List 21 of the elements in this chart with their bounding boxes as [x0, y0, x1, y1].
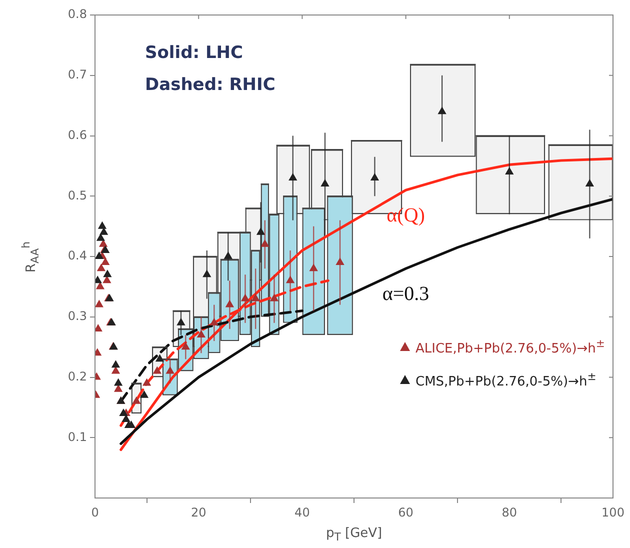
y-tick-label: 0.7: [68, 68, 87, 82]
y-tick-label: 0.8: [68, 7, 87, 22]
y-tick-label: 0.4: [68, 248, 87, 263]
x-tick-label: 80: [502, 505, 518, 520]
x-tick-label: 100: [602, 505, 624, 520]
annotation: Solid: LHC: [145, 43, 243, 63]
x-tick-label: 60: [398, 505, 414, 520]
y-tick-label: 0.5: [68, 188, 87, 202]
y-tick-label: 0.6: [68, 128, 87, 142]
y-tick-label: 0.1: [68, 430, 87, 444]
x-tick-label: 0: [91, 505, 99, 520]
x-axis-title: p$_{T}$ [GeV]: [326, 526, 382, 544]
legend-label: ALICE,Pb+Pb(2.76,0-5%)→h$^{±}$: [416, 337, 605, 356]
series-label: α(Q): [386, 204, 425, 226]
legend-label: CMS,Pb+Pb(2.76,0-5%)→h$^{±}$: [416, 370, 596, 390]
y-tick-label: 0.2: [68, 369, 87, 384]
y-tick-label: 0.3: [68, 309, 87, 323]
series-label: α=0.3: [382, 282, 430, 305]
x-tick-label: 40: [294, 505, 310, 520]
annotation: Dashed: RHIC: [145, 75, 276, 95]
x-tick-label: 20: [190, 505, 206, 520]
